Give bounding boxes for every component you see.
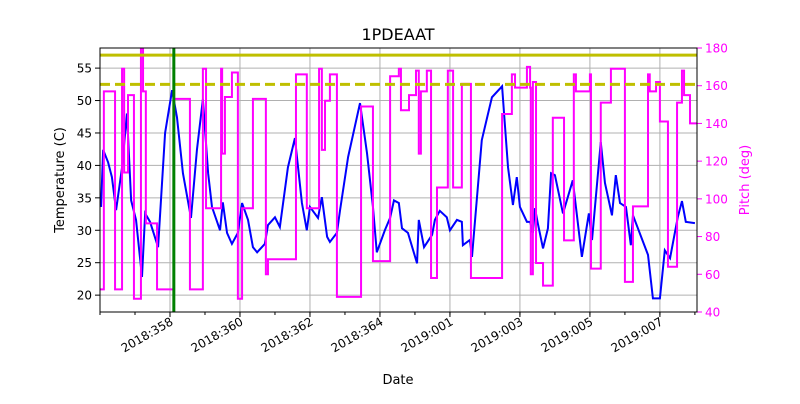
- y2-tick-label: 140: [705, 117, 728, 131]
- y-axis-label: Temperature (C): [53, 127, 68, 234]
- y-tick-label: 20: [77, 289, 92, 303]
- y2-tick-label: 100: [705, 192, 728, 206]
- y2-tick-label: 160: [705, 79, 728, 93]
- plot-area: [100, 48, 697, 312]
- x-axis-label: Date: [382, 373, 413, 388]
- y2-tick-label: 180: [705, 42, 728, 56]
- y2-tick-label: 40: [705, 306, 720, 320]
- temperature-line: [100, 83, 696, 300]
- y-tick-label: 50: [77, 94, 92, 108]
- plot-frame: [99, 47, 698, 313]
- y2-axis-label: Pitch (deg): [738, 145, 753, 215]
- y2-tick-label: 120: [705, 155, 728, 169]
- y-tick-label: 45: [77, 126, 92, 140]
- y-tick-label: 55: [77, 62, 92, 76]
- y2-tick-label: 80: [705, 230, 720, 244]
- grid: [100, 48, 697, 312]
- y-tick-label: 40: [77, 159, 92, 173]
- y2-tick-label: 60: [705, 268, 720, 282]
- y-tick-label: 35: [77, 191, 92, 205]
- y-tick-label: 30: [77, 224, 92, 238]
- pitch-line: [100, 48, 697, 300]
- chart-title: 1PDEAAT: [361, 25, 434, 44]
- y-tick-label: 25: [77, 256, 92, 270]
